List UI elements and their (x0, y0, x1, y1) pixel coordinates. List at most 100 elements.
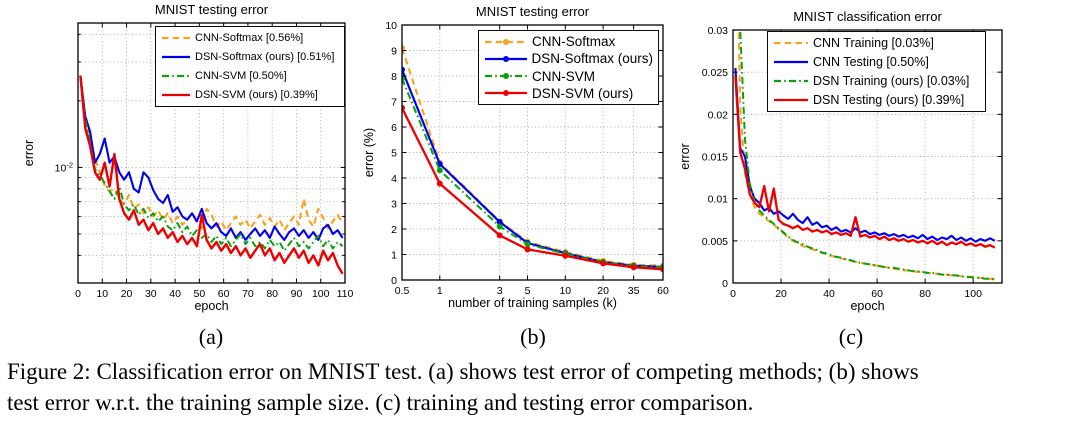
x-tick-label: 35 (628, 285, 640, 297)
x-tick-label: 80 (266, 288, 278, 300)
legend-label: DSN-Softmax (ours) [0.51%] (195, 51, 335, 64)
legend-line-sample (485, 90, 527, 97)
legend-entry: CNN Training [0.03%] (773, 36, 980, 50)
legend-label: CNN Training [0.03%] (813, 36, 934, 51)
legend-entry: DSN-Softmax (ours) (484, 51, 653, 66)
legend-entry: CNN-SVM [0.50%] (161, 70, 339, 82)
legend-label: DSN Testing (ours) [0.39%] (813, 92, 965, 107)
subfigure-label-c: (c) (838, 324, 864, 349)
legend-line-sample (485, 38, 527, 45)
data-point-marker (496, 223, 503, 230)
legend-label: DSN-Softmax (ours) (531, 51, 653, 67)
x-tick-label: 30 (145, 288, 157, 300)
legend-c: CNN Training [0.03%] CNN Testing [0.50%] D… (767, 31, 986, 112)
x-tick-label: 100 (312, 288, 330, 300)
y-tick-label: 10 (385, 20, 397, 32)
legend-line-sample (162, 74, 190, 77)
chart-title: MNIST testing error (155, 2, 269, 17)
legend-label: DSN-SVM (ours) (532, 85, 634, 101)
legend-line-sample (774, 79, 808, 82)
legend-entry: CNN-Softmax [0.56%] (161, 32, 339, 44)
data-point-marker (496, 218, 503, 225)
figure-caption-line-1: Figure 2: Classification error on MNIST … (7, 359, 919, 384)
y-axis-label: error (%) (362, 128, 376, 177)
x-axis-label: epoch (194, 299, 228, 313)
data-point-marker (402, 75, 405, 82)
data-point-marker (402, 44, 405, 51)
series-dsn-svm-ours-0-39 (79, 75, 344, 275)
y-tick-label: 8 (391, 71, 397, 83)
legend-label: CNN-Softmax [0.56%] (195, 32, 304, 45)
y-tick-label: 3 (391, 199, 397, 211)
data-point-marker (496, 232, 503, 239)
legend-line-sample (774, 61, 808, 64)
series-dsn-testing-ours-0-39 (734, 76, 996, 249)
legend-line-sample (162, 93, 190, 96)
chart-title: MNIST testing error (476, 4, 590, 19)
x-tick-label: 80 (919, 288, 931, 300)
series-cnn-softmax-0-56 (79, 75, 344, 232)
y-tick-label: 0.015 (702, 152, 728, 164)
legend-entry: DSN-SVM (ours) (484, 86, 653, 101)
legend-entry: DSN-Softmax (ours) [0.51%] (161, 51, 339, 63)
x-tick-label: 20 (775, 288, 787, 300)
legend-line-sample (162, 37, 190, 40)
chart-title: MNIST classification error (793, 9, 942, 24)
y-tick-label: 1 (391, 250, 397, 262)
data-point-marker (402, 66, 405, 73)
subfigure-label-b: (b) (520, 324, 546, 349)
legend-label: CNN Testing [0.50%] (813, 55, 929, 70)
legend-b: CNN-Softmax DSN-Softmax (ours) CNN-SVM DSN-… (478, 30, 659, 105)
legend-entry: DSN Training (ours) [0.03%] (773, 74, 980, 88)
plot-frame (77, 22, 346, 284)
data-point-marker (524, 246, 531, 253)
legend-line-sample (485, 73, 527, 80)
legend-entry: CNN Testing [0.50%] (773, 55, 980, 69)
legend-line-sample (162, 56, 190, 59)
x-axis-label: epoch (850, 299, 884, 313)
x-tick-label: 40 (169, 288, 181, 300)
chart-c: MNIST classification error epoch error 0 20 4… (678, 9, 1003, 313)
figure-caption: Figure 2: Classification error on MNIST … (7, 356, 1077, 418)
y-tick-label: 5 (391, 148, 397, 160)
x-tick-label: 90 (291, 288, 303, 300)
x-tick-label: 10 (96, 288, 108, 300)
data-point-marker (600, 260, 607, 267)
legend-label: DSN-SVM (ours) [0.39%] (195, 88, 318, 101)
x-tick-label: 5 (525, 285, 531, 297)
x-tick-label: 110 (337, 288, 354, 300)
x-tick-label: 1 (437, 285, 443, 297)
x-axis-label: number of training samples (k) (448, 296, 617, 310)
series-dsn-training-ours-0-03 (739, 29, 995, 281)
y-tick-label: 0 (722, 278, 728, 290)
x-tick-label: 20 (121, 288, 133, 300)
legend-line-sample (485, 55, 527, 62)
y-tick-label: 4 (391, 173, 397, 185)
legend-label: CNN-Softmax (532, 34, 616, 50)
data-point-marker (630, 264, 637, 271)
legend-entry: DSN Testing (ours) [0.39%] (773, 93, 980, 107)
data-point-marker (402, 104, 405, 111)
legend-a: CNN-Softmax [0.56%] DSN-Softmax (ours) [0… (155, 26, 345, 107)
y-tick-label: 0.02 (708, 109, 729, 121)
x-tick-label: 0 (730, 288, 736, 300)
series-dsn-softmax-ours-0-51 (79, 75, 344, 241)
y-tick-label: 0.005 (702, 236, 728, 248)
x-tick-label: 3 (497, 285, 503, 297)
x-tick-label: 60 (218, 288, 230, 300)
x-tick-label: 20 (597, 285, 609, 297)
legend-line-sample (774, 98, 808, 101)
x-tick-label: 40 (823, 288, 835, 300)
y-tick-label: 0.01 (708, 194, 729, 206)
chart-b: MNIST testing error number of training sa… (362, 4, 669, 310)
legend-label: CNN-SVM (532, 68, 595, 84)
y-tick-label: 2 (391, 224, 397, 236)
y-axis-label: error (22, 140, 36, 166)
legend-label: CNN-SVM [0.50%] (195, 69, 287, 82)
x-tick-label: 0 (75, 288, 81, 300)
tick-marks (401, 24, 664, 281)
y-tick-label: 0 (391, 275, 397, 287)
series-cnn-testing-0-50 (734, 67, 996, 243)
data-point-marker (436, 180, 443, 187)
data-point-marker (436, 167, 443, 174)
